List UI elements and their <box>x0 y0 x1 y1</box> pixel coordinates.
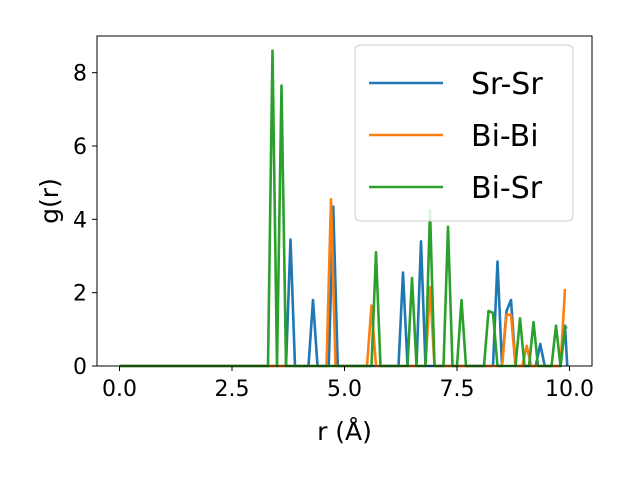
y-tick-label: 8 <box>73 62 87 87</box>
x-tick-label: 7.5 <box>440 377 475 402</box>
y-tick-label: 0 <box>73 355 87 380</box>
legend-label-bi-sr: Bi-Sr <box>471 171 543 206</box>
y-tick-label: 4 <box>73 208 87 233</box>
legend-box <box>354 44 574 222</box>
x-tick-label: 10.0 <box>545 377 594 402</box>
legend-label-sr-sr: Sr-Sr <box>471 67 543 102</box>
y-axis: 0 2 4 6 8 <box>73 62 97 380</box>
y-axis-title: g(r) <box>35 178 64 224</box>
y-tick-label: 2 <box>73 282 87 307</box>
x-tick-label: 2.5 <box>215 377 250 402</box>
x-tick-label: 5.0 <box>327 377 362 402</box>
y-tick-label: 6 <box>73 135 87 160</box>
legend-label-bi-bi: Bi-Bi <box>471 119 539 154</box>
legend: Sr-Sr Bi-Bi Bi-Sr <box>354 44 574 222</box>
x-axis-title: r (Å) <box>317 417 372 446</box>
x-tick-label: 0.0 <box>102 377 137 402</box>
x-axis: 0.0 2.5 5.0 7.5 10.0 <box>102 366 594 402</box>
